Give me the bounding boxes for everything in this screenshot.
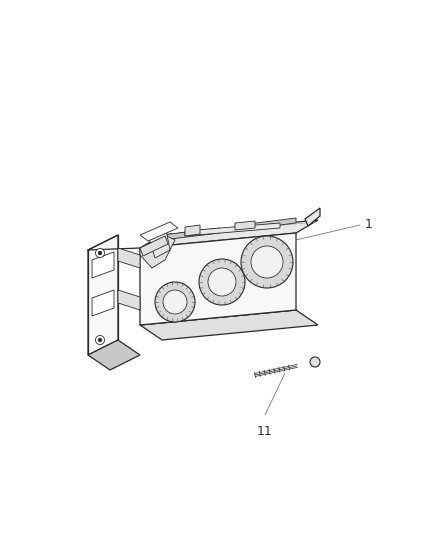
Circle shape	[95, 335, 105, 344]
Circle shape	[241, 236, 293, 288]
Circle shape	[199, 259, 245, 305]
Polygon shape	[118, 248, 140, 268]
Circle shape	[251, 246, 283, 278]
Polygon shape	[148, 225, 170, 258]
Polygon shape	[92, 290, 114, 316]
Polygon shape	[140, 236, 168, 256]
Polygon shape	[185, 225, 200, 236]
Polygon shape	[140, 222, 178, 241]
Polygon shape	[118, 290, 140, 310]
Polygon shape	[162, 228, 220, 240]
Polygon shape	[305, 208, 320, 226]
Circle shape	[310, 357, 320, 367]
Circle shape	[98, 338, 102, 342]
Circle shape	[95, 248, 105, 257]
Circle shape	[98, 251, 102, 255]
Polygon shape	[185, 223, 280, 236]
Polygon shape	[140, 235, 175, 268]
Polygon shape	[140, 233, 296, 325]
Circle shape	[163, 290, 187, 314]
Text: 11: 11	[257, 425, 273, 438]
Polygon shape	[140, 220, 318, 248]
Polygon shape	[92, 252, 114, 278]
Polygon shape	[140, 310, 318, 340]
Circle shape	[155, 282, 195, 322]
Text: 1: 1	[365, 217, 373, 230]
Polygon shape	[240, 218, 296, 230]
Polygon shape	[88, 340, 140, 370]
Polygon shape	[235, 221, 255, 230]
Circle shape	[208, 268, 236, 296]
Polygon shape	[88, 235, 118, 355]
